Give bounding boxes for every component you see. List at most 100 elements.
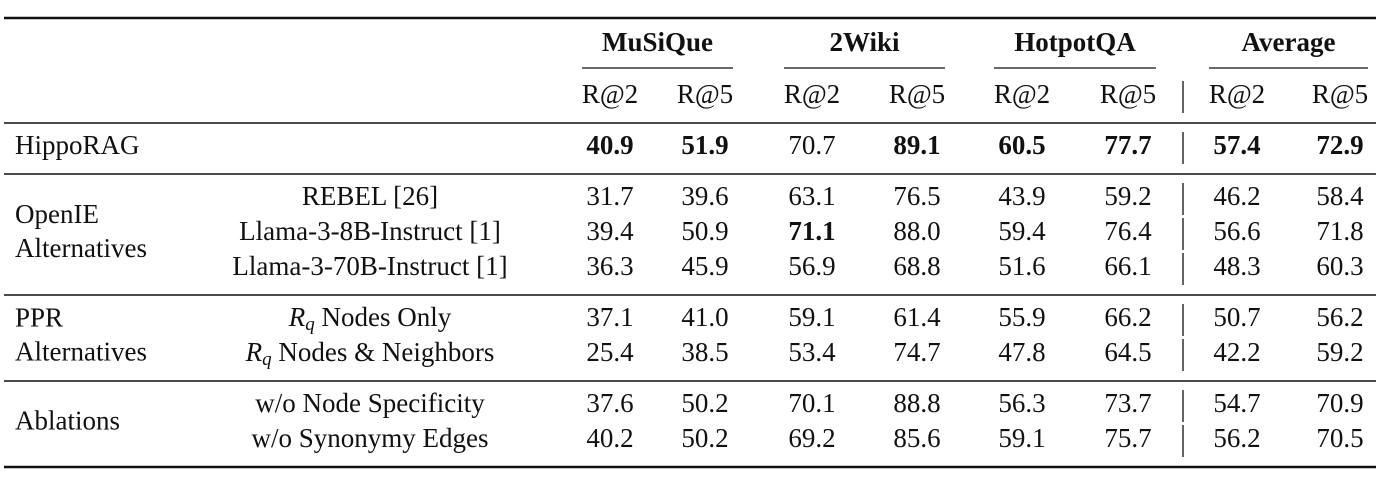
score-cell: 69.2	[788, 423, 835, 453]
method-text: Nodes & Neighbors	[278, 337, 494, 367]
score-cell: 60.3	[1316, 251, 1363, 281]
score-cell: 70.7	[788, 130, 835, 160]
score-cell: 55.9	[998, 302, 1045, 332]
score-cell: 59.1	[788, 302, 835, 332]
metric-header: R@5	[1312, 79, 1368, 109]
score-cell: 59.1	[998, 423, 1045, 453]
score-cell: 37.1	[586, 302, 633, 332]
metric-header: R@5	[889, 79, 945, 109]
score-cell: 47.8	[998, 337, 1045, 367]
score-cell: 58.4	[1316, 181, 1364, 211]
group-header: 2Wiki	[829, 27, 900, 57]
score-cell: 41.0	[681, 302, 728, 332]
method-name: w/o Synonymy Edges	[251, 423, 488, 453]
score-cell: 77.7	[1104, 130, 1151, 160]
score-cell: 70.1	[788, 388, 835, 418]
score-cell: 50.2	[681, 423, 728, 453]
method-symbol: R	[288, 302, 306, 332]
score-cell: 89.1	[893, 130, 940, 160]
method-subscript: q	[305, 314, 315, 335]
score-cell: 72.9	[1316, 130, 1363, 160]
score-cell: 59.4	[998, 216, 1046, 246]
metric-header: R@5	[677, 79, 733, 109]
section-label: Ablations	[15, 406, 120, 436]
score-cell: 85.6	[893, 423, 940, 453]
method-text: w/o Node Specificity	[255, 388, 485, 418]
method-text: Nodes Only	[322, 302, 452, 332]
score-cell: 61.4	[893, 302, 941, 332]
method-text: Llama-3-70B-Instruct [1]	[232, 251, 507, 281]
score-cell: 60.5	[998, 130, 1045, 160]
score-cell: 64.5	[1104, 337, 1151, 367]
score-cell: 31.7	[586, 181, 633, 211]
metric-header: R@2	[582, 79, 638, 109]
score-cell: 50.2	[681, 388, 728, 418]
method-name: Llama-3-8B-Instruct [1]	[239, 216, 501, 246]
score-cell: 38.5	[681, 337, 728, 367]
score-cell: 56.2	[1213, 423, 1260, 453]
method-text: w/o Synonymy Edges	[251, 423, 488, 453]
score-cell: 57.4	[1213, 130, 1260, 160]
method-name: Rq Nodes & Neighbors	[245, 337, 495, 370]
score-cell: 68.8	[893, 251, 940, 281]
score-cell: 40.2	[586, 423, 633, 453]
space	[315, 302, 322, 332]
score-cell: 70.9	[1316, 388, 1363, 418]
score-cell: 50.9	[681, 216, 728, 246]
score-cell: 66.1	[1104, 251, 1151, 281]
section-label: OpenIE	[15, 199, 99, 229]
method-text: Llama-3-8B-Instruct [1]	[239, 216, 501, 246]
score-cell: 56.3	[998, 388, 1045, 418]
score-cell: 70.5	[1316, 423, 1363, 453]
score-cell: 40.9	[586, 130, 633, 160]
score-cell: 39.4	[586, 216, 634, 246]
group-header: HotpotQA	[1014, 27, 1136, 57]
score-cell: 54.7	[1213, 388, 1260, 418]
score-cell: 76.4	[1104, 216, 1152, 246]
score-cell: 71.8	[1316, 216, 1363, 246]
score-cell: 36.3	[586, 251, 633, 281]
score-cell: 56.9	[788, 251, 835, 281]
score-cell: 59.2	[1316, 337, 1363, 367]
score-cell: 53.4	[788, 337, 836, 367]
score-cell: 76.5	[893, 181, 940, 211]
score-cell: 66.2	[1104, 302, 1151, 332]
score-cell: 25.4	[586, 337, 634, 367]
method-name: REBEL [26]	[302, 181, 438, 211]
score-cell: 56.6	[1213, 216, 1260, 246]
section-label: PPR	[15, 303, 63, 333]
method-name: Rq Nodes Only	[288, 302, 452, 335]
score-cell: 51.6	[998, 251, 1045, 281]
metric-header: R@2	[994, 79, 1050, 109]
score-cell: 46.2	[1213, 181, 1260, 211]
score-cell: 37.6	[586, 388, 633, 418]
method-text: REBEL [26]	[302, 181, 438, 211]
method-subscript: q	[262, 349, 272, 370]
group-header: Average	[1242, 27, 1336, 57]
score-cell: 48.3	[1213, 251, 1260, 281]
score-cell: 39.6	[681, 181, 728, 211]
metric-header: R@2	[784, 79, 840, 109]
space	[272, 337, 279, 367]
metric-header: R@2	[1209, 79, 1265, 109]
score-cell: 56.2	[1316, 302, 1363, 332]
score-cell: 51.9	[681, 130, 728, 160]
metric-header: R@5	[1100, 79, 1156, 109]
method-name: w/o Node Specificity	[255, 388, 485, 418]
section-label: Alternatives	[15, 233, 147, 263]
section-label: HippoRAG	[15, 130, 140, 160]
score-cell: 43.9	[998, 181, 1045, 211]
score-cell: 88.8	[893, 388, 940, 418]
score-cell: 74.7	[893, 337, 940, 367]
score-cell: 45.9	[681, 251, 728, 281]
method-symbol: R	[245, 337, 263, 367]
score-cell: 73.7	[1104, 388, 1151, 418]
score-cell: 75.7	[1104, 423, 1151, 453]
method-name: Llama-3-70B-Instruct [1]	[232, 251, 507, 281]
score-cell: 88.0	[893, 216, 940, 246]
group-header: MuSiQue	[602, 27, 713, 57]
score-cell: 63.1	[788, 181, 835, 211]
section-label: Alternatives	[15, 337, 147, 367]
score-cell: 50.7	[1213, 302, 1260, 332]
